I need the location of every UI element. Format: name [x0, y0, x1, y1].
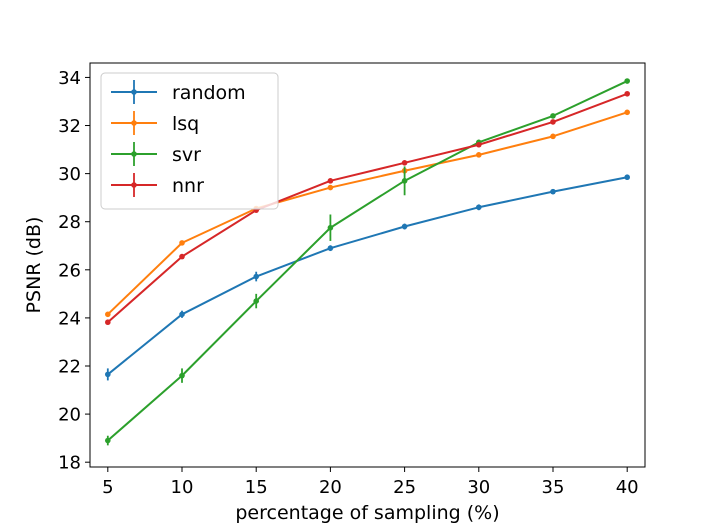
x-tick-label: 40 — [616, 477, 639, 498]
data-point-random — [624, 174, 630, 181]
legend-label: random — [172, 82, 246, 104]
data-point-nnr — [475, 141, 482, 148]
series-svr — [105, 78, 630, 446]
plot-frame — [89, 62, 646, 468]
data-point-svr — [550, 113, 556, 119]
data-point-svr — [179, 372, 185, 379]
legend-marker — [131, 120, 137, 126]
legend-item-svr: svr — [111, 142, 201, 166]
data-point-svr — [253, 298, 260, 304]
y-tick-label: 34 — [58, 68, 81, 89]
legend-marker — [131, 182, 137, 188]
data-point-lsq — [105, 311, 111, 318]
series-layer — [105, 78, 630, 446]
y-tick-label: 18 — [58, 453, 81, 474]
data-point-svr — [624, 78, 630, 84]
data-point-random — [179, 311, 185, 318]
y-tick-label: 20 — [58, 405, 81, 426]
data-point-nnr — [401, 159, 408, 166]
data-point-lsq — [179, 240, 185, 246]
x-tick-label: 20 — [319, 477, 342, 498]
series-line-nnr — [107, 92, 628, 323]
y-tick-label: 22 — [58, 357, 81, 378]
data-point-lsq — [624, 109, 630, 116]
x-axis-ticks: 5 10 15 20 25 30 35 40 — [102, 467, 639, 498]
data-point-random — [105, 371, 111, 378]
legend: random lsq svr nnr — [100, 72, 279, 210]
legend-marker — [131, 151, 137, 157]
data-point-nnr — [105, 319, 111, 326]
series-random — [105, 174, 630, 381]
legend-label: svr — [172, 144, 201, 166]
data-point-random — [401, 223, 408, 230]
x-tick-label: 35 — [542, 477, 565, 498]
data-point-random — [550, 188, 556, 195]
legend-marker — [131, 89, 137, 95]
data-point-random — [253, 273, 260, 280]
x-tick-label: 15 — [245, 477, 268, 498]
x-tick-label: 5 — [102, 477, 113, 498]
legend-item-random: random — [111, 80, 246, 104]
y-tick-label: 30 — [58, 164, 81, 185]
series-line-lsq — [107, 111, 628, 316]
x-tick-label: 30 — [467, 477, 490, 498]
legend-label: lsq — [172, 113, 199, 135]
data-point-lsq — [475, 152, 482, 158]
legend-box — [100, 72, 279, 210]
data-point-svr — [327, 224, 334, 231]
legend-item-nnr: nnr — [111, 173, 204, 197]
plot-area-border — [89, 62, 646, 468]
y-tick-label: 32 — [58, 116, 81, 137]
legend-label: nnr — [172, 175, 204, 197]
series-line-svr — [107, 80, 628, 442]
data-point-lsq — [550, 133, 556, 140]
y-tick-label: 26 — [58, 260, 81, 281]
data-point-svr — [401, 178, 408, 184]
y-tick-label: 28 — [58, 212, 81, 233]
data-point-nnr — [550, 119, 556, 125]
data-point-nnr — [624, 90, 630, 97]
y-axis-label: PSNR (dB) — [23, 217, 45, 314]
x-tick-label: 10 — [171, 477, 194, 498]
y-axis-ticks: 18 20 22 24 26 28 30 32 34 — [58, 68, 90, 474]
data-point-svr — [105, 437, 111, 444]
series-line-random — [107, 176, 628, 376]
y-tick-label: 24 — [58, 308, 81, 329]
legend-item-lsq: lsq — [111, 111, 199, 135]
x-axis-label: percentage of sampling (%) — [235, 502, 499, 524]
data-point-lsq — [327, 184, 334, 191]
data-point-nnr — [179, 253, 185, 260]
data-point-random — [327, 245, 334, 251]
x-tick-label: 25 — [393, 477, 416, 498]
data-point-random — [475, 204, 482, 211]
data-point-nnr — [327, 178, 334, 184]
